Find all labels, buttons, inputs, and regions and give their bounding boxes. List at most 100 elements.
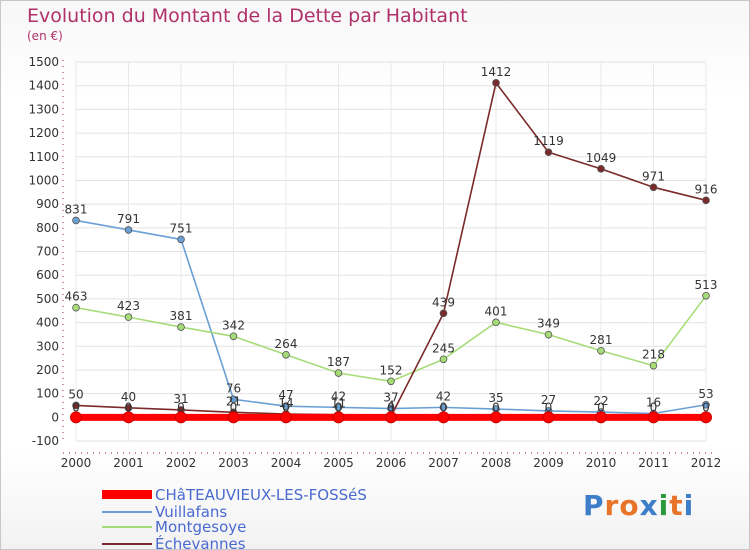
x-tick-label: 2004	[271, 456, 302, 470]
y-tick-label: 500	[36, 292, 59, 306]
data-label: 0	[492, 400, 500, 414]
data-label: 1412	[481, 65, 512, 79]
y-tick-label: 1200	[28, 126, 59, 140]
data-label: 218	[642, 348, 665, 362]
x-tick-label: 2010	[586, 456, 617, 470]
data-point	[439, 355, 448, 364]
legend-swatch	[102, 490, 152, 499]
data-label: 971	[642, 169, 665, 183]
x-tick-label: 2000	[61, 456, 92, 470]
data-label: 31	[173, 392, 188, 406]
data-point	[490, 411, 502, 424]
data-point	[124, 404, 133, 412]
data-label: 281	[590, 333, 613, 347]
data-point	[334, 403, 343, 412]
data-label: 439	[432, 295, 455, 309]
data-point	[649, 183, 658, 192]
x-tick-label: 2005	[323, 456, 354, 470]
data-point	[282, 350, 290, 359]
data-label: 42	[331, 389, 346, 403]
logo-letter: o	[619, 489, 640, 522]
data-label: 27	[541, 393, 556, 407]
data-point	[544, 330, 553, 339]
y-tick-label: 800	[36, 221, 59, 235]
data-label: 401	[485, 304, 508, 318]
data-point	[177, 235, 185, 244]
data-label: 42	[436, 389, 451, 403]
chart-unit: (en €)	[27, 29, 63, 43]
y-tick-label: 700	[36, 245, 59, 259]
data-point	[72, 303, 80, 312]
logo-letter: x	[639, 489, 659, 522]
data-label: 187	[327, 355, 350, 369]
data-point	[385, 411, 397, 424]
data-point	[282, 402, 290, 410]
y-tick-label: 1100	[28, 150, 59, 164]
logo-letter: P	[583, 489, 605, 522]
chart-title: Evolution du Montant de la Dette par Hab…	[27, 5, 468, 27]
data-point	[72, 216, 80, 225]
data-label: 264	[275, 337, 298, 351]
data-point	[597, 346, 605, 355]
data-label: 53	[698, 387, 713, 401]
x-tick-label: 2002	[166, 456, 197, 470]
data-label: 1119	[533, 134, 564, 148]
data-point	[124, 226, 133, 234]
data-label: 751	[170, 221, 193, 235]
data-label: 47	[278, 388, 293, 402]
x-tick-label: 2012	[691, 456, 722, 470]
data-label: 22	[593, 394, 608, 408]
data-point	[595, 411, 607, 424]
y-tick-label: 400	[36, 316, 59, 330]
data-point	[227, 411, 240, 424]
data-label: 0	[282, 400, 290, 414]
data-label: 381	[170, 309, 193, 323]
data-label: 37	[383, 391, 398, 405]
x-tick-label: 2006	[376, 456, 407, 470]
data-point	[332, 411, 345, 424]
data-point	[229, 395, 238, 404]
data-point	[124, 313, 133, 321]
data-label: 35	[488, 391, 503, 405]
data-point	[492, 318, 500, 327]
data-point	[229, 332, 238, 341]
y-tick-label: 600	[36, 268, 59, 282]
proxiti-logo: Proxiti	[583, 489, 694, 522]
legend-label: Vuillafans	[155, 503, 227, 521]
data-point	[492, 79, 500, 87]
data-point	[334, 369, 343, 377]
data-point	[702, 196, 710, 205]
data-label: 1049	[586, 151, 617, 165]
data-label: 0	[230, 400, 238, 414]
data-label: 245	[432, 341, 455, 355]
data-point	[647, 411, 660, 424]
legend-label: Échevannes	[155, 534, 246, 549]
data-point	[544, 148, 553, 157]
logo-letter: t	[669, 489, 684, 522]
x-tick-label: 2008	[481, 456, 512, 470]
data-point	[439, 309, 448, 318]
data-label: 831	[65, 202, 88, 216]
data-label: 14	[278, 396, 293, 410]
data-label: 342	[222, 318, 245, 332]
data-label: 76	[226, 381, 241, 395]
data-label: 423	[117, 299, 140, 313]
data-label: 349	[537, 317, 560, 331]
data-label: 513	[695, 278, 718, 292]
legend-label: Montgesoye	[155, 518, 246, 536]
data-label: 50	[68, 387, 83, 401]
data-label: 0	[440, 400, 448, 414]
data-label: 0	[650, 400, 658, 414]
y-tick-label: 1300	[28, 102, 59, 116]
data-label: 21	[226, 394, 241, 408]
logo-letter: i	[658, 489, 670, 522]
data-point	[72, 401, 80, 410]
data-label: 0	[597, 400, 605, 414]
data-label: 0	[72, 400, 80, 414]
x-tick-label: 2003	[218, 456, 249, 470]
y-tick-label: 200	[36, 363, 59, 377]
logo-letter: i	[683, 489, 695, 522]
data-label: 0	[545, 400, 553, 414]
data-point	[175, 411, 187, 424]
data-label: 4	[387, 398, 395, 412]
